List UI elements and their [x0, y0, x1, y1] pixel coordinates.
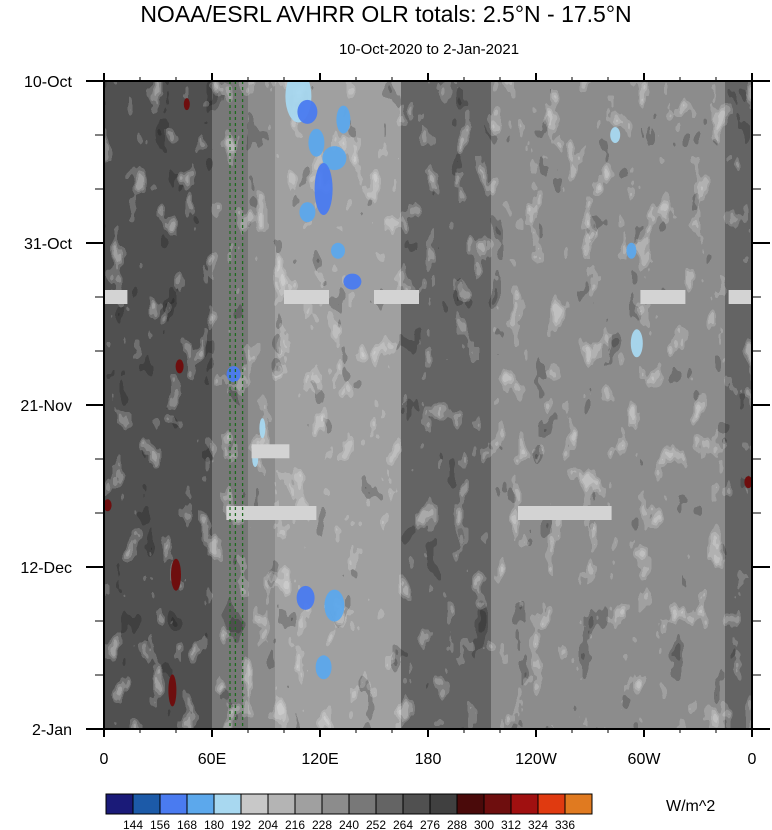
- convection-blob-11: [324, 589, 345, 622]
- colorbar-label-6: 216: [285, 818, 305, 830]
- colorbar-box-5: [240, 793, 269, 815]
- colorbar-label-2: 168: [177, 818, 197, 830]
- colorbar-box-4: [213, 793, 242, 815]
- missing-data-bar-6: [226, 506, 317, 520]
- colorbar-label-9: 252: [366, 818, 386, 830]
- missing-data-bar-0: [104, 290, 128, 304]
- colorbar-label-14: 312: [501, 818, 521, 830]
- colorbar-box-10: [375, 793, 404, 815]
- x-tick-label-4: 120W: [515, 751, 558, 768]
- convection-blob-6: [336, 105, 351, 134]
- olr-field: [104, 81, 752, 729]
- convection-blob-5: [299, 202, 316, 223]
- missing-data-bar-1: [284, 290, 329, 304]
- convection-blob-4: [314, 163, 333, 215]
- colorbar-box-1: [132, 793, 161, 815]
- x-tick-label-2: 120E: [301, 751, 338, 768]
- chart-subtitle: 10-Oct-2020 to 2-Jan-2021: [338, 41, 520, 58]
- warm-patch-4: [744, 476, 752, 489]
- warm-patch-3: [104, 499, 112, 512]
- colorbar-box-12: [429, 793, 458, 815]
- field-cloud-texture: [104, 81, 752, 729]
- colorbar-label-12: 288: [447, 818, 467, 830]
- x-tick-label-5: 60W: [628, 751, 662, 768]
- colorbar-label-10: 264: [393, 818, 413, 830]
- colorbar-box-2: [159, 793, 188, 815]
- convection-blob-7: [331, 242, 345, 259]
- colorbar-label-4: 192: [231, 818, 251, 830]
- colorbar-box-8: [321, 793, 350, 815]
- warm-patch-0: [175, 359, 184, 374]
- colorbar-label-1: 156: [150, 818, 170, 830]
- colorbar-label-3: 180: [204, 818, 224, 830]
- warm-patch-5: [183, 98, 190, 111]
- y-tick-label-1: 31-Oct: [24, 236, 73, 253]
- x-tick-label-3: 180: [415, 751, 442, 768]
- convection-blob-8: [343, 273, 362, 290]
- colorbar-box-13: [456, 793, 485, 815]
- y-tick-label-4: 2-Jan: [32, 722, 72, 739]
- convection-blob-12: [315, 655, 332, 680]
- colorbar-label-7: 228: [312, 818, 332, 830]
- convection-blob-1: [297, 99, 318, 124]
- convection-blob-14: [630, 329, 643, 358]
- colorbar-box-15: [510, 793, 539, 815]
- colorbar-label-16: 336: [555, 818, 575, 830]
- colorbar-label-5: 204: [258, 818, 278, 830]
- colorbar-label-15: 324: [528, 818, 548, 830]
- missing-data-bar-3: [640, 290, 686, 304]
- chart-title: NOAA/ESRL AVHRR OLR totals: 2.5°N - 17.5…: [140, 1, 632, 27]
- colorbar-label-8: 240: [339, 818, 359, 830]
- x-tick-label-1: 60E: [198, 751, 226, 768]
- colorbar-box-6: [267, 793, 296, 815]
- colorbar-box-17: [564, 793, 593, 815]
- missing-data-bar-2: [374, 290, 419, 304]
- y-tick-label-0: 10-Oct: [24, 74, 73, 91]
- colorbar-box-9: [348, 793, 377, 815]
- colorbar-units: W/m^2: [666, 798, 716, 815]
- colorbar-box-0: [105, 793, 134, 815]
- colorbar-box-7: [294, 793, 323, 815]
- x-tick-label-6: 0: [748, 751, 757, 768]
- convection-blob-15: [610, 127, 621, 143]
- colorbar-box-14: [483, 793, 512, 815]
- colorbar-box-11: [402, 793, 431, 815]
- warm-patch-2: [168, 674, 177, 707]
- colorbar-label-11: 276: [420, 818, 440, 830]
- colorbar-box-16: [537, 793, 566, 815]
- y-tick-label-3: 12-Dec: [20, 560, 72, 577]
- missing-data-bar-5: [251, 444, 290, 459]
- convection-blob-2: [308, 128, 325, 157]
- missing-data-bar-4: [728, 290, 752, 304]
- convection-blob-16: [259, 418, 266, 439]
- convection-blob-10: [296, 585, 315, 610]
- colorbar-label-13: 300: [474, 818, 494, 830]
- convection-blob-13: [626, 242, 637, 259]
- warm-patch-1: [171, 558, 181, 591]
- x-tick-label-0: 0: [100, 751, 109, 768]
- missing-data-bar-7: [518, 506, 612, 520]
- colorbar-box-3: [186, 793, 215, 815]
- y-tick-label-2: 21-Nov: [20, 398, 72, 415]
- convection-blob-9: [226, 366, 241, 383]
- colorbar-label-0: 144: [123, 818, 143, 830]
- convection-blob-3: [322, 146, 347, 171]
